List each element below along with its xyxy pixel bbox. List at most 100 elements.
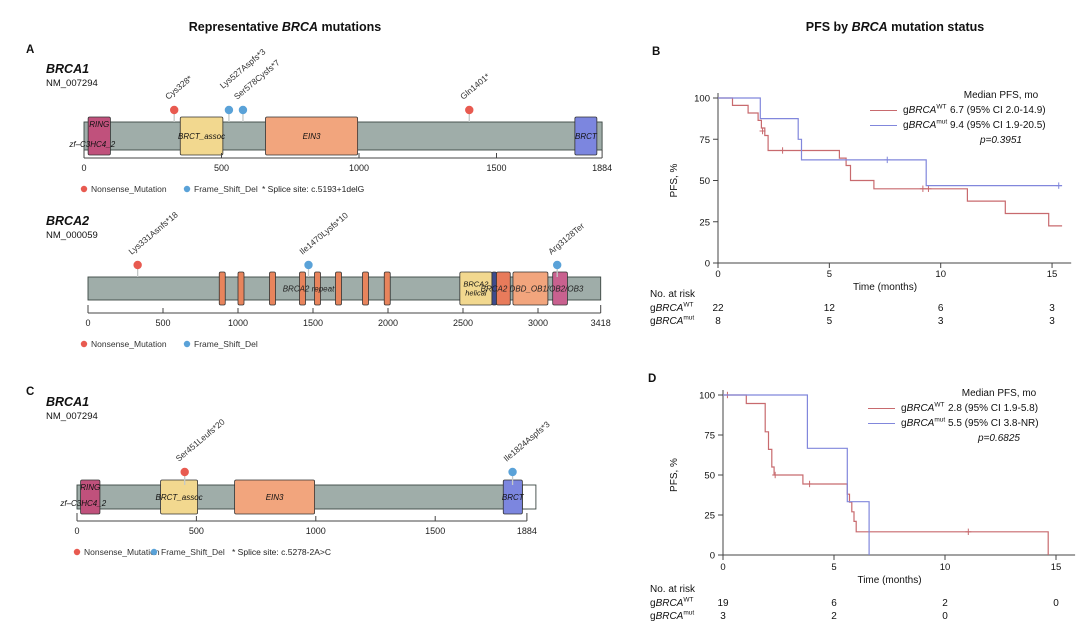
- domain-box: [512, 271, 549, 306]
- panel-letter-a: A: [26, 44, 35, 56]
- series-name: gBRCAmut: [650, 609, 695, 622]
- censor-mark: [779, 147, 786, 154]
- axis-tick-label: 1884: [517, 526, 537, 536]
- domain-box: [234, 479, 316, 515]
- protein-axis: 0 500 1000 1500 1884: [81, 150, 612, 173]
- legend-series-label: gBRCAWT: [903, 103, 950, 118]
- risk-row-label: gBRCAmut: [650, 609, 695, 622]
- y-tick-label: 0: [710, 551, 715, 562]
- censor-mark: [1055, 182, 1062, 189]
- axis-tick-label: 1000: [228, 318, 248, 328]
- risk-count: 2: [942, 598, 948, 609]
- legend-line-sample: [868, 422, 895, 425]
- domain-repeat: [335, 271, 342, 306]
- axis-tick-label: 500: [189, 526, 204, 536]
- domain-label-repeat: BRCA2 repeat: [283, 285, 335, 294]
- risk-count: 3: [1049, 315, 1055, 327]
- y-tick-label: 0: [705, 259, 710, 270]
- axis-tick-label: 0: [81, 163, 86, 173]
- risk-count: 5: [826, 315, 833, 327]
- domain-repeat: [314, 271, 321, 306]
- censor-mark: [772, 471, 779, 479]
- series-name: gBRCAWT: [650, 596, 694, 609]
- censor-mark: [925, 185, 932, 192]
- legend-series-label: gBRCAmut: [901, 416, 948, 431]
- legend-line-sample: [870, 109, 897, 112]
- lollipop-plot-brca1-c: RING zf–C3HC4_2 BRCT_assoc EIN3 BRCT Ser451Le…: [59, 417, 552, 557]
- domain-label: EIN3: [266, 493, 284, 502]
- axis-tick-label: 500: [155, 318, 170, 328]
- km-legend-d: Median PFS, mo gBRCAWT 2.8 (95% CI 1.9-5.8…: [868, 386, 1083, 446]
- x-axis-title: Time (months): [853, 282, 917, 293]
- panel-letter-d: D: [648, 373, 657, 385]
- domain-repeat: [237, 271, 245, 306]
- axis-tick-label: 1500: [303, 318, 323, 328]
- domain-label: EIN3: [303, 132, 321, 141]
- risk-row-label: gBRCAWT: [650, 596, 694, 609]
- km-curve: [723, 394, 870, 555]
- domain-repeat: [383, 271, 391, 306]
- domain-box: [574, 116, 598, 156]
- domain-repeat: [362, 271, 369, 306]
- domain-box: [179, 116, 224, 156]
- median-pfs-header: Median PFS, mo: [963, 90, 1039, 101]
- mutation-label: Cys328*: [163, 73, 195, 102]
- mutation-dot: [508, 467, 517, 477]
- title-left-gene: BRCA: [281, 20, 318, 34]
- mutation-label: Gln1401*: [458, 71, 492, 102]
- domain-box: [265, 116, 359, 156]
- title-left: Representative BRCA mutations: [90, 20, 480, 34]
- legend-label: Frame_Shift_Del: [161, 547, 225, 557]
- domain-repeat: [218, 271, 226, 306]
- axis-tick-label: 0: [85, 318, 90, 328]
- risk-count: 8: [715, 315, 721, 327]
- title-right-post: mutation status: [887, 20, 985, 34]
- legend-median-value: 2.8 (95% CI 1.9-5.8): [948, 403, 1039, 414]
- axis-tick-label: 1884: [592, 163, 612, 173]
- splice-note: * Splice site: c.5193+1delG: [262, 184, 364, 194]
- y-tick-label: 50: [704, 471, 715, 482]
- gene-accession: NM_007294: [46, 411, 98, 422]
- mutation-dot: [553, 260, 562, 270]
- domain-label: BRCT: [575, 132, 598, 141]
- mutation-label: Lys331Asnfs*18: [127, 209, 180, 256]
- x-tick-label: 5: [827, 269, 832, 280]
- legend-dot: [183, 185, 191, 193]
- title-right-pre: PFS by: [805, 20, 852, 34]
- gene-header-brca2: BRCA2 NM_000059: [46, 214, 98, 241]
- legend-median-value: 9.4 (95% CI 1.9-20.5): [950, 120, 1046, 131]
- x-axis-title: Time (months): [857, 575, 921, 586]
- x-tick-label: 0: [720, 562, 725, 573]
- domain-label: RING: [80, 483, 100, 492]
- gene-header-brca1-c: BRCA1 NM_007294: [46, 395, 98, 422]
- gene-accession: NM_000059: [46, 230, 98, 241]
- panel-letter-b: B: [652, 46, 661, 58]
- gene-accession: NM_007294: [46, 78, 98, 89]
- axis-tick-label: 3418: [591, 318, 611, 328]
- series-name: gBRCAmut: [901, 416, 946, 429]
- y-tick-label: 100: [694, 94, 710, 105]
- mutation-label: Ile1470Lysfs*10: [297, 210, 350, 257]
- x-tick-label: 10: [935, 269, 946, 280]
- mutation-dot: [133, 260, 142, 270]
- domain-label: BRCA2: [463, 280, 489, 289]
- y-tick-label: 75: [699, 135, 710, 146]
- gene-name: BRCA1: [46, 62, 90, 76]
- mutation-dot: [465, 105, 474, 115]
- protein-axis: 0 500 1000 1500 2000 2500 3000 3418: [85, 305, 611, 328]
- series-name: gBRCAmut: [650, 314, 695, 327]
- legend-dot: [73, 548, 81, 556]
- p-value: p=0.6825: [978, 433, 1020, 444]
- mutation-label: Ile1824Aspfs*3: [501, 419, 551, 464]
- x-tick-label: 10: [940, 562, 951, 573]
- axis-tick-label: 2500: [453, 318, 473, 328]
- axis-tick-label: 1500: [425, 526, 445, 536]
- x-tick-label: 15: [1051, 562, 1062, 573]
- risk-count: 3: [937, 315, 944, 327]
- protein-axis: 0 500 1000 1500 1884: [74, 513, 537, 536]
- risk-count: 6: [937, 303, 944, 314]
- mutation-dot: [180, 467, 189, 477]
